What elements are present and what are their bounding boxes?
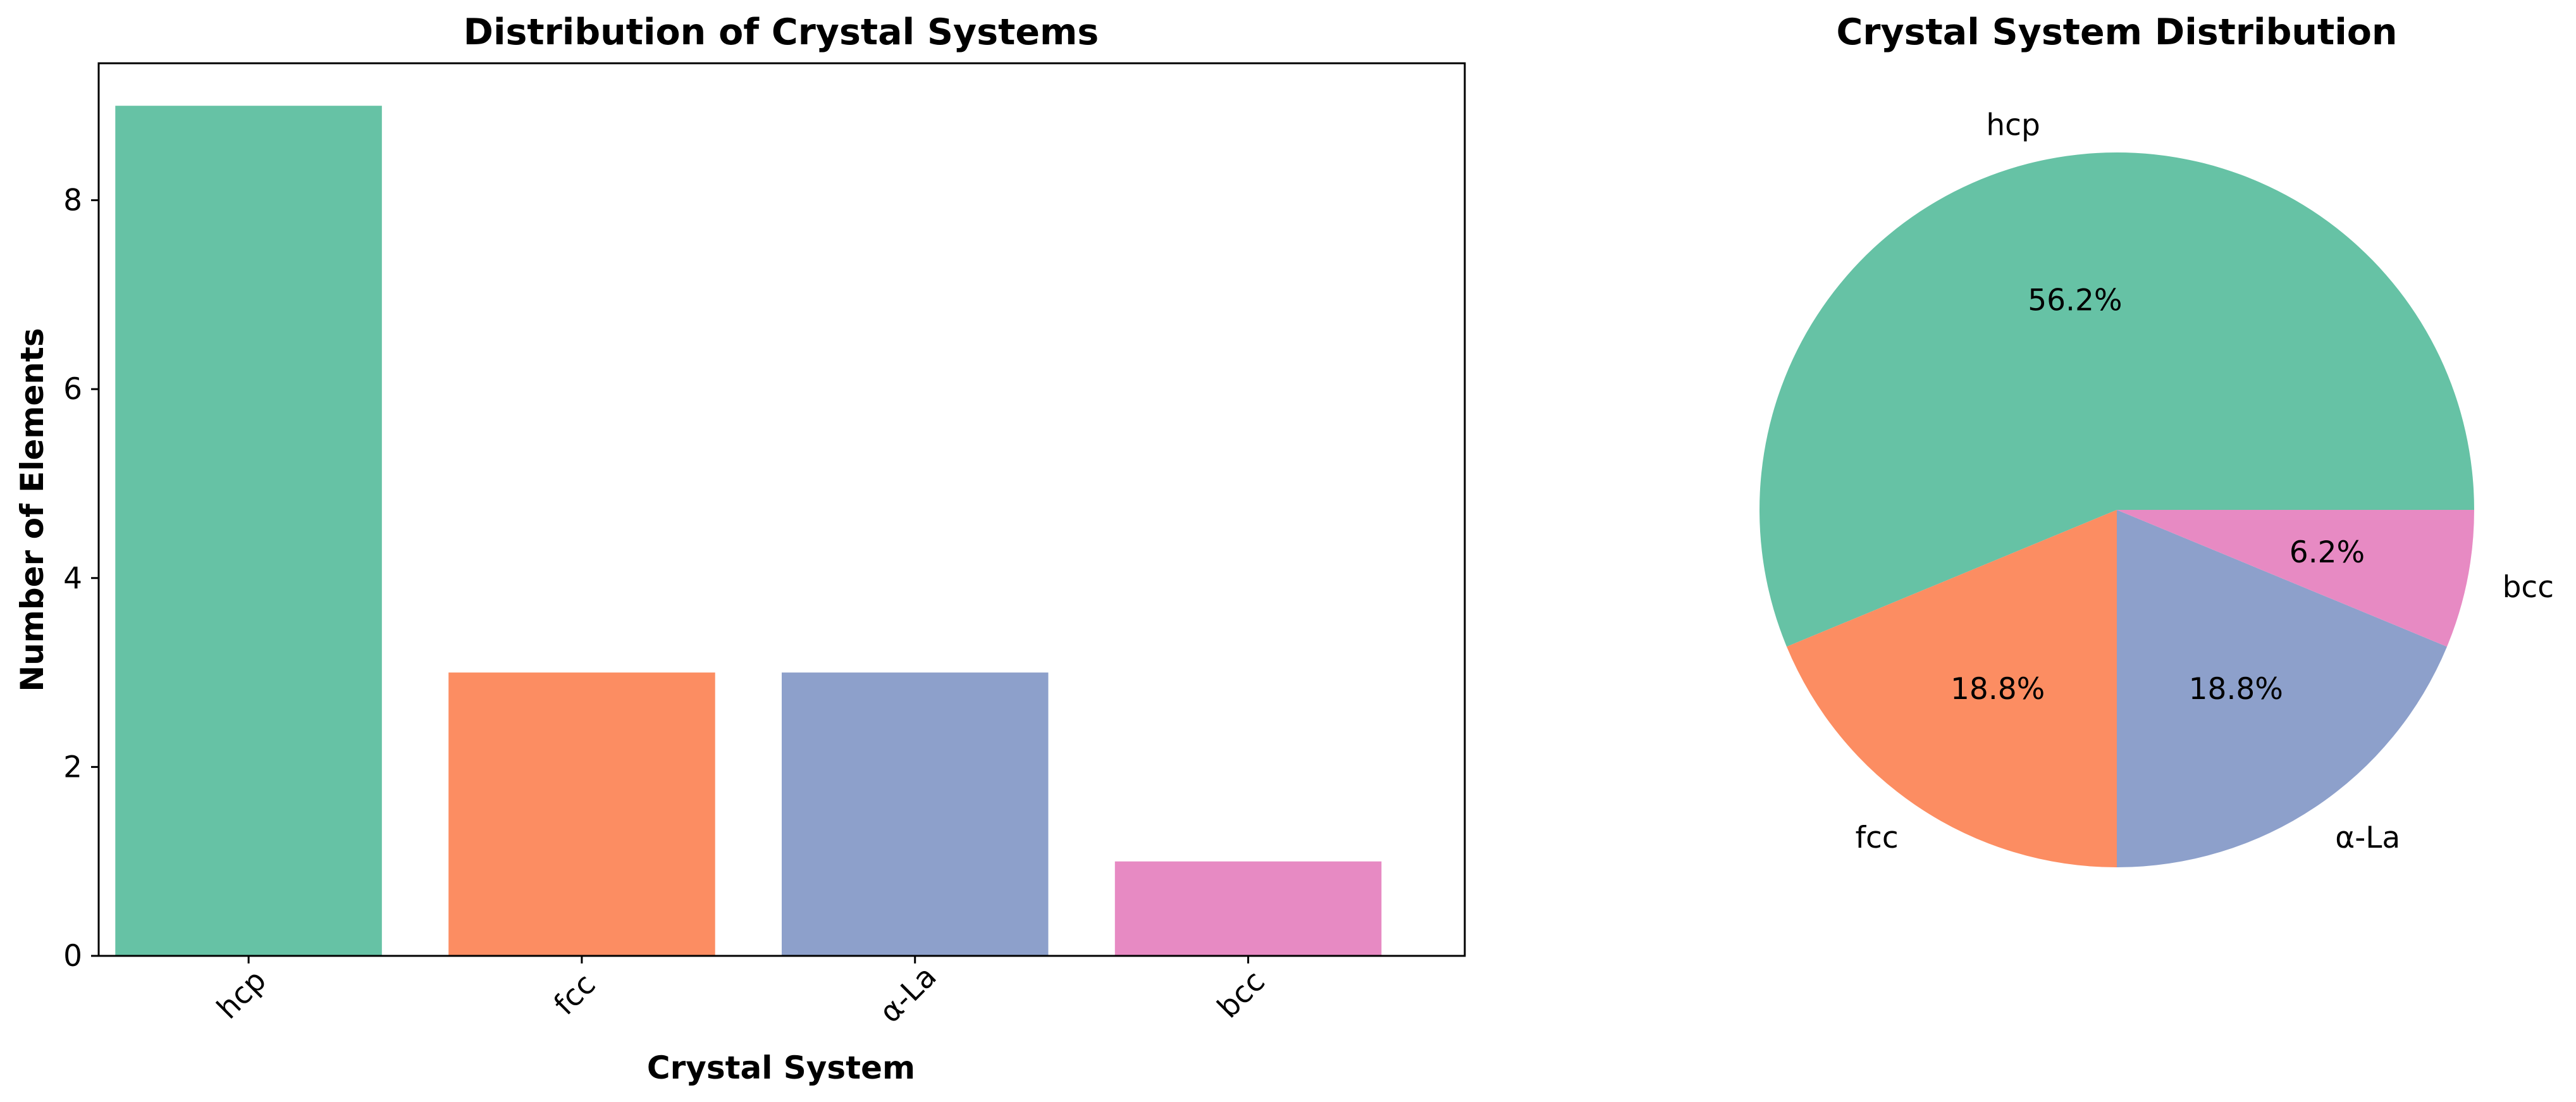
pie-percent-1: 18.8%	[1950, 672, 2045, 707]
bar-chart-title: Distribution of Crystal Systems	[464, 11, 1099, 53]
y-tick-label: 0	[63, 939, 82, 974]
pie-chart: Crystal System Distribution hcp 56.2% fcc 1…	[1759, 11, 2554, 867]
pie-label-0: hcp	[1986, 108, 2040, 142]
pie-chart-title: Crystal System Distribution	[1837, 11, 2398, 53]
bar-0	[115, 106, 382, 957]
x-tick-label: bcc	[1211, 964, 1272, 1025]
pie-slice-2	[2117, 510, 2447, 867]
pie-slice-3	[2117, 510, 2474, 647]
pie-label-3: bcc	[2503, 570, 2554, 605]
pie-percent-2: 18.8%	[2189, 672, 2283, 707]
y-tick-label: 2	[63, 750, 82, 784]
x-axis-label: Crystal System	[647, 1049, 915, 1086]
pie-slices	[1759, 152, 2474, 867]
y-tick-label: 8	[63, 183, 82, 218]
x-axis-ticks: hcp fcc α-La bcc	[210, 956, 1272, 1030]
bar-group	[115, 106, 1382, 957]
bar-chart: Distribution of Crystal Systems 0 2 4 6 8 hc…	[14, 11, 1466, 1086]
pie-slice-0	[1759, 152, 2474, 647]
bar-1	[448, 672, 715, 956]
y-tick-label: 6	[63, 372, 82, 407]
bar-3	[1114, 861, 1382, 956]
pie-label-2: α-La	[2335, 820, 2400, 855]
bar-2	[782, 672, 1049, 956]
y-tick-label: 4	[63, 561, 82, 596]
x-tick-label: α-La	[873, 959, 944, 1030]
pie-labels: hcp 56.2% fcc 18.8% α-La 18.8% bcc 6.2%	[1855, 108, 2554, 855]
pie-percent-0: 56.2%	[2028, 283, 2122, 318]
y-axis-ticks: 0 2 4 6 8	[63, 183, 99, 974]
x-tick-label: fcc	[547, 967, 602, 1022]
x-tick-label: hcp	[210, 963, 273, 1025]
pie-percent-3: 6.2%	[2289, 535, 2365, 570]
y-axis-label: Number of Elements	[14, 328, 51, 691]
pie-label-1: fcc	[1855, 820, 1898, 855]
bar-plot-frame	[97, 62, 1466, 957]
pie-slice-1	[1787, 510, 2117, 867]
